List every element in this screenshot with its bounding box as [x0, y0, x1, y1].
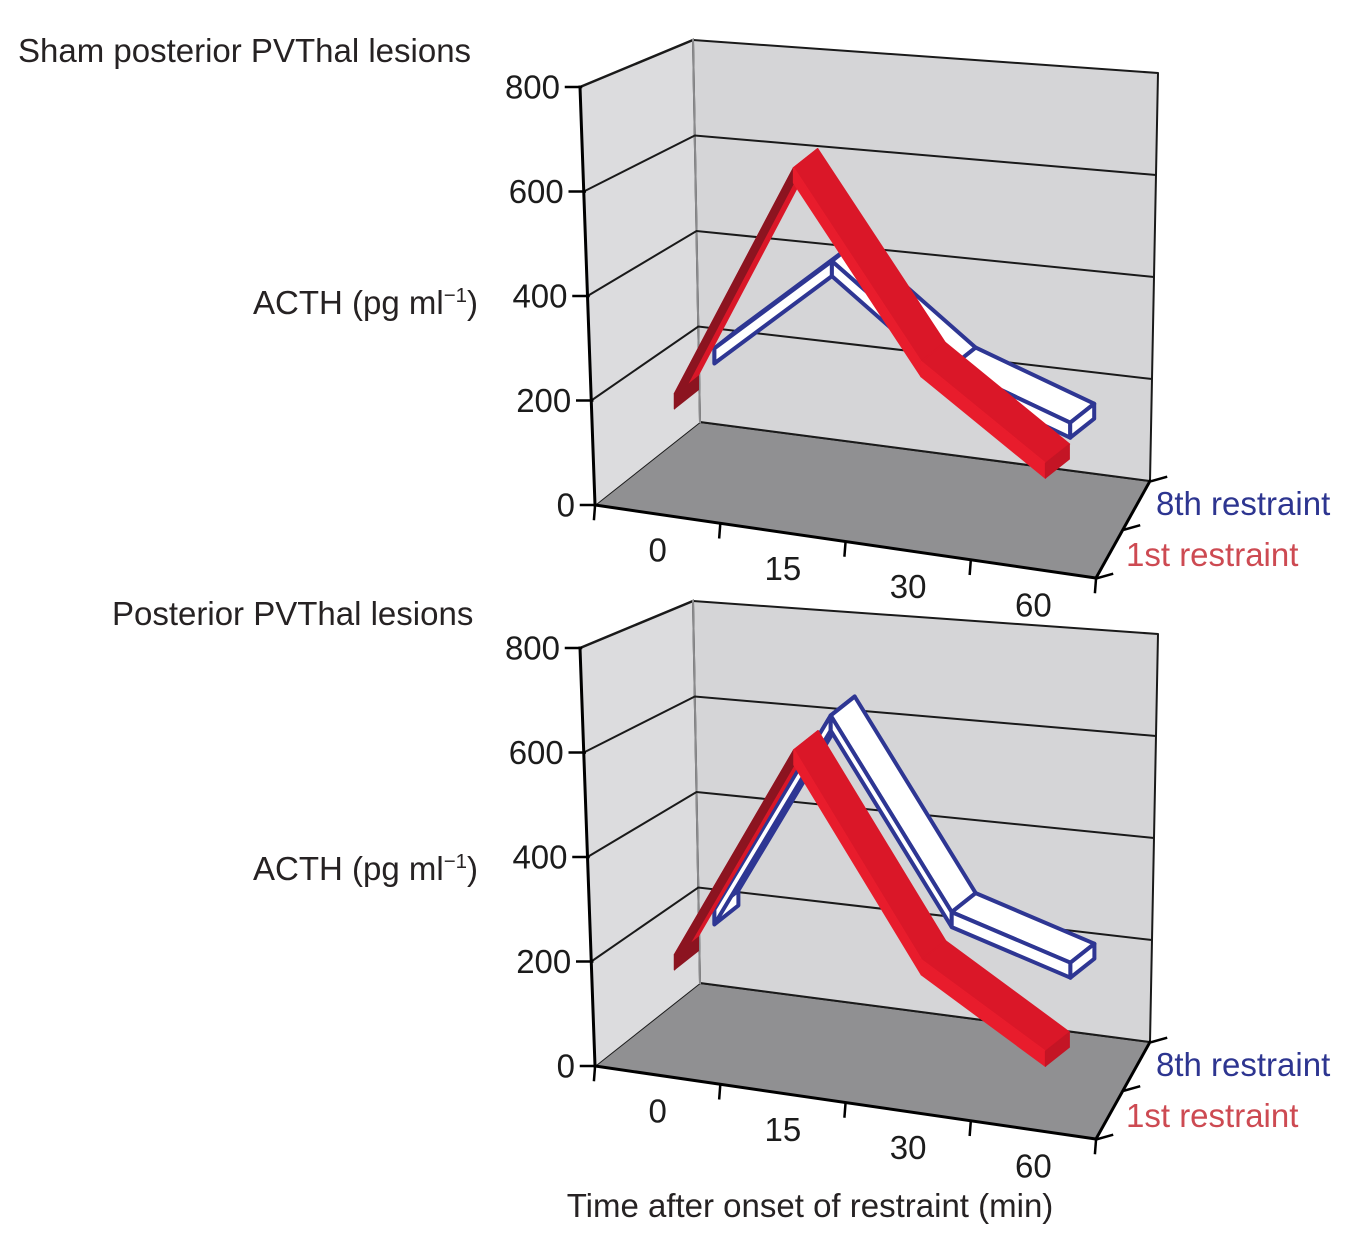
- x-tick-label: 0: [648, 1093, 666, 1130]
- y-tick-label: 200: [516, 943, 571, 980]
- chart-sham-posterior-pvthal: 0 200 400 600 800 0 15 30 60: [505, 38, 1168, 623]
- x-tick-label: 30: [890, 1129, 927, 1166]
- y-tick-label: 400: [512, 278, 567, 315]
- y-axis-label-bottom: ACTH (pg ml−1): [0, 851, 478, 887]
- y-tick-label: 800: [505, 630, 560, 667]
- y-axis-label-text: ACTH (pg ml: [253, 284, 444, 321]
- chart-title-posterior: Posterior PVThal lesions: [112, 595, 474, 632]
- ribbon-8th-restraint: [1068, 401, 1097, 440]
- legend-8th-restraint-top: 8th restraint: [1156, 485, 1331, 522]
- x-tick-label: 60: [1015, 586, 1052, 623]
- y-axis-label-text: ACTH (pg ml: [253, 850, 444, 887]
- y-axis-label-superscript: −1: [443, 284, 467, 307]
- y-tick-label: 400: [512, 839, 567, 876]
- y-tick-label: 200: [516, 382, 571, 419]
- ribbon-8th-restraint: [1068, 941, 1097, 980]
- left-wall: [580, 40, 700, 505]
- y-axis-label-superscript: −1: [443, 850, 467, 873]
- y-tick-label: 800: [505, 69, 560, 106]
- legend-8th-restraint-bottom: 8th restraint: [1156, 1046, 1331, 1083]
- left-wall: [580, 601, 700, 1066]
- ribbon-1st-restraint: [1044, 443, 1070, 479]
- x-axis-title: Time after onset of restraint (min): [566, 1187, 1054, 1224]
- ribbon-1st-restraint: [1044, 1031, 1070, 1067]
- y-axis-label-top: ACTH (pg ml−1): [0, 285, 478, 321]
- y-tick-label: 600: [509, 734, 564, 771]
- chart-title-sham: Sham posterior PVThal lesions: [18, 32, 472, 69]
- y-axis-label-close: ): [467, 850, 478, 887]
- legend-1st-restraint-bottom: 1st restraint: [1126, 1097, 1299, 1134]
- x-tick-label: 30: [890, 568, 927, 605]
- y-tick-label: 600: [509, 173, 564, 210]
- x-tick-label: 0: [648, 532, 666, 569]
- y-axis-label-close: ): [467, 284, 478, 321]
- x-tick-label: 60: [1015, 1147, 1052, 1184]
- y-tick-label: 0: [557, 1048, 575, 1085]
- x-tick-label: 15: [765, 1111, 802, 1148]
- x-tick-label: 15: [765, 550, 802, 587]
- legend-1st-restraint-top: 1st restraint: [1126, 536, 1299, 573]
- chart-posterior-pvthal: 0 200 400 600 800 0 15 30 60: [505, 599, 1168, 1184]
- y-tick-label: 0: [557, 487, 575, 524]
